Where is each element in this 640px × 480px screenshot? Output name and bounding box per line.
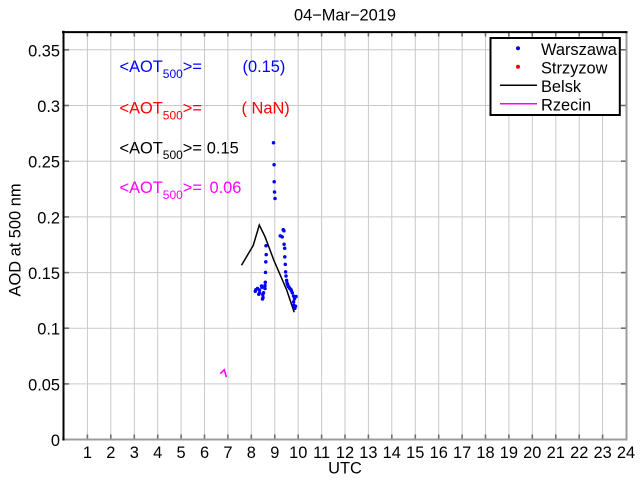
svg-text:Belsk: Belsk [541, 78, 582, 96]
svg-text:0.1: 0.1 [37, 321, 60, 339]
svg-text:0.06: 0.06 [210, 179, 242, 197]
svg-text:0.35: 0.35 [28, 42, 60, 60]
svg-text:4: 4 [153, 444, 162, 462]
svg-text:15: 15 [406, 444, 424, 462]
svg-text:1: 1 [83, 444, 92, 462]
svg-text:0: 0 [51, 432, 60, 450]
svg-text:8: 8 [247, 444, 256, 462]
svg-text:Strzyzow: Strzyzow [541, 59, 608, 77]
svg-text:2: 2 [106, 444, 115, 462]
svg-text:5: 5 [177, 444, 186, 462]
svg-text:( NaN): ( NaN) [242, 100, 290, 118]
svg-text:17: 17 [453, 444, 471, 462]
svg-text:14: 14 [383, 444, 401, 462]
svg-text:10: 10 [289, 444, 307, 462]
svg-text:23: 23 [593, 444, 611, 462]
svg-text:18: 18 [476, 444, 494, 462]
svg-text:24: 24 [617, 444, 635, 462]
svg-text:04−Mar−2019: 04−Mar−2019 [294, 6, 396, 24]
svg-text:0.15: 0.15 [207, 140, 239, 158]
svg-text:UTC: UTC [328, 460, 362, 478]
svg-text:0.15: 0.15 [28, 265, 60, 283]
svg-text:20: 20 [523, 444, 541, 462]
svg-text:0.3: 0.3 [37, 98, 60, 116]
svg-text:19: 19 [500, 444, 518, 462]
svg-text:12: 12 [336, 444, 354, 462]
svg-text:7: 7 [223, 444, 232, 462]
svg-text:AOD at 500 nm: AOD at 500 nm [7, 184, 25, 297]
svg-text:0.2: 0.2 [37, 209, 60, 227]
svg-text:Rzecin: Rzecin [541, 96, 591, 114]
svg-text:Warszawa: Warszawa [541, 41, 618, 59]
svg-text:<AOT500>=: <AOT500>= [120, 140, 202, 163]
svg-text:21: 21 [547, 444, 565, 462]
svg-text:22: 22 [570, 444, 588, 462]
svg-text:(0.15): (0.15) [243, 58, 286, 76]
svg-text:16: 16 [430, 444, 448, 462]
svg-text:3: 3 [130, 444, 139, 462]
svg-text:6: 6 [200, 444, 209, 462]
svg-text:0.05: 0.05 [28, 376, 60, 394]
svg-text:0.25: 0.25 [28, 154, 60, 172]
svg-text:11: 11 [313, 444, 330, 462]
svg-text:13: 13 [359, 444, 377, 462]
svg-text:9: 9 [270, 444, 279, 462]
